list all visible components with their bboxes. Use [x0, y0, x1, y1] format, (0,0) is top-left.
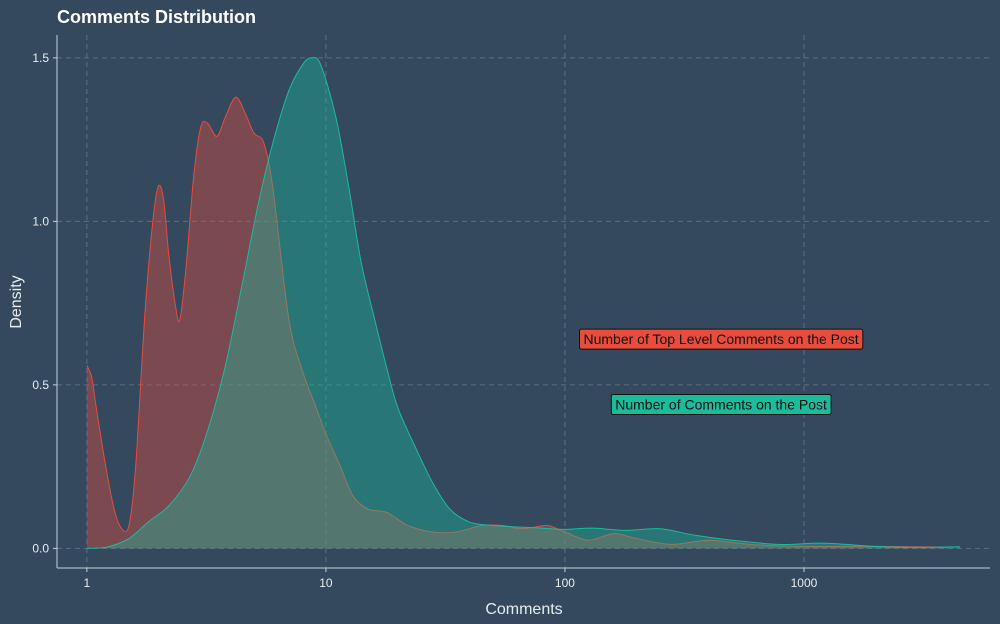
y-tick-label: 0.5 [32, 378, 49, 392]
x-tick-label: 1 [84, 576, 91, 590]
y-tick-label: 0.0 [32, 541, 49, 555]
y-tick-label: 1.5 [32, 51, 49, 65]
annotation-text: Number of Comments on the Post [615, 397, 827, 413]
chart-title: Comments Distribution [57, 7, 256, 27]
series-1-line [86, 96, 948, 548]
plot-area [86, 56, 961, 549]
annotation-label-2: Number of Comments on the Post [610, 394, 832, 415]
x-tick-label: 10 [319, 576, 333, 590]
x-axis-title: Comments [485, 601, 562, 618]
x-tick-label: 100 [555, 576, 575, 590]
annotation-label-1: Number of Top Level Comments on the Post [579, 328, 864, 350]
series-2-line [86, 56, 961, 549]
y-tick-label: 1.0 [32, 214, 49, 228]
axes [53, 35, 990, 572]
series-1-area [86, 97, 948, 549]
x-tick-label: 1000 [791, 576, 818, 590]
annotation-text: Number of Top Level Comments on the Post [583, 331, 858, 347]
grid-layer [57, 35, 990, 568]
y-axis-title: Density [8, 275, 25, 328]
annotation-box [579, 328, 864, 350]
annotation-box [610, 394, 832, 415]
tick-labels: 0.0 0.5 1.0 1.5 1 10 100 1000 [32, 51, 817, 590]
annotations: Number of Top Level Comments on the Post… [579, 328, 864, 415]
series-2-area [86, 57, 961, 549]
